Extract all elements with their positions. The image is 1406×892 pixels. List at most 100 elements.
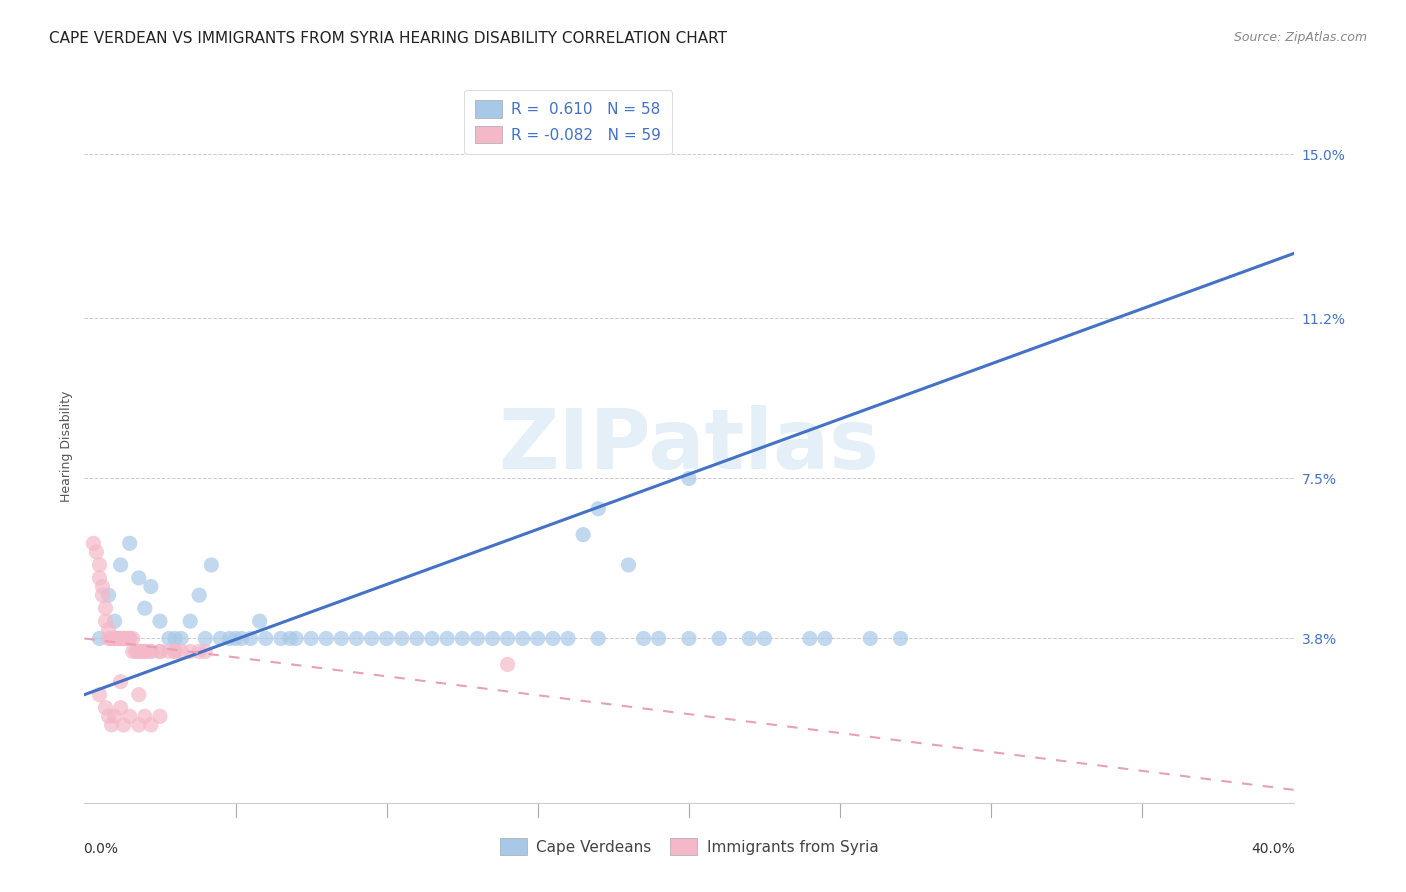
Text: 0.0%: 0.0% — [83, 842, 118, 856]
Point — [97, 709, 120, 723]
Point — [859, 632, 882, 646]
Point — [157, 644, 180, 658]
Point — [149, 644, 172, 658]
Point — [346, 632, 368, 646]
Point — [157, 632, 180, 646]
Point — [617, 558, 640, 572]
Point — [496, 657, 519, 672]
Point — [209, 632, 232, 646]
Point — [391, 632, 413, 646]
Point — [512, 632, 534, 646]
Point — [94, 614, 117, 628]
Point — [128, 571, 150, 585]
Point — [299, 632, 322, 646]
Point — [115, 632, 138, 646]
Point — [200, 558, 222, 572]
Point — [110, 558, 132, 572]
Point — [104, 632, 127, 646]
Point — [89, 558, 111, 572]
Point — [239, 632, 262, 646]
Point — [179, 644, 201, 658]
Point — [100, 718, 122, 732]
Text: CAPE VERDEAN VS IMMIGRANTS FROM SYRIA HEARING DISABILITY CORRELATION CHART: CAPE VERDEAN VS IMMIGRANTS FROM SYRIA HE… — [49, 31, 727, 46]
Point — [121, 632, 143, 646]
Point — [104, 709, 127, 723]
Point — [527, 632, 550, 646]
Point — [254, 632, 277, 646]
Point — [82, 536, 104, 550]
Point — [360, 632, 382, 646]
Point — [104, 614, 127, 628]
Point — [104, 632, 127, 646]
Point — [97, 588, 120, 602]
Point — [110, 632, 132, 646]
Point — [110, 632, 132, 646]
Point — [128, 718, 150, 732]
Y-axis label: Hearing Disability: Hearing Disability — [60, 391, 73, 501]
Point — [97, 623, 120, 637]
Point — [249, 614, 271, 628]
Point — [118, 632, 141, 646]
Point — [107, 632, 129, 646]
Point — [104, 632, 127, 646]
Point — [890, 632, 912, 646]
Point — [231, 632, 253, 646]
Point — [496, 632, 519, 646]
Point — [134, 601, 156, 615]
Legend: Cape Verdeans, Immigrants from Syria: Cape Verdeans, Immigrants from Syria — [492, 830, 886, 863]
Point — [420, 632, 443, 646]
Point — [572, 527, 595, 541]
Text: 40.0%: 40.0% — [1251, 842, 1295, 856]
Point — [139, 644, 162, 658]
Point — [94, 700, 117, 714]
Point — [170, 632, 193, 646]
Point — [278, 632, 301, 646]
Point — [194, 632, 217, 646]
Point — [330, 632, 353, 646]
Point — [128, 644, 150, 658]
Point — [481, 632, 503, 646]
Point — [678, 632, 700, 646]
Point — [188, 588, 211, 602]
Point — [125, 644, 148, 658]
Point — [165, 644, 187, 658]
Point — [89, 688, 111, 702]
Point — [149, 644, 172, 658]
Point — [165, 632, 187, 646]
Point — [112, 718, 135, 732]
Point — [218, 632, 240, 646]
Point — [134, 644, 156, 658]
Point — [128, 688, 150, 702]
Point — [97, 632, 120, 646]
Point — [112, 632, 135, 646]
Point — [149, 709, 172, 723]
Point — [194, 644, 217, 658]
Point — [89, 632, 111, 646]
Point — [149, 614, 172, 628]
Point — [557, 632, 579, 646]
Point — [436, 632, 458, 646]
Point — [139, 580, 162, 594]
Point — [100, 632, 122, 646]
Point — [738, 632, 761, 646]
Point — [139, 718, 162, 732]
Text: ZIPatlas: ZIPatlas — [499, 406, 879, 486]
Point — [315, 632, 337, 646]
Point — [170, 644, 193, 658]
Point — [89, 571, 111, 585]
Point — [375, 632, 398, 646]
Point — [128, 644, 150, 658]
Point — [179, 614, 201, 628]
Point — [451, 632, 474, 646]
Point — [118, 536, 141, 550]
Point — [588, 632, 610, 646]
Point — [270, 632, 292, 646]
Point — [134, 644, 156, 658]
Point — [118, 632, 141, 646]
Point — [754, 632, 776, 646]
Point — [131, 644, 153, 658]
Point — [799, 632, 821, 646]
Point — [406, 632, 429, 646]
Text: Source: ZipAtlas.com: Source: ZipAtlas.com — [1233, 31, 1367, 45]
Point — [814, 632, 837, 646]
